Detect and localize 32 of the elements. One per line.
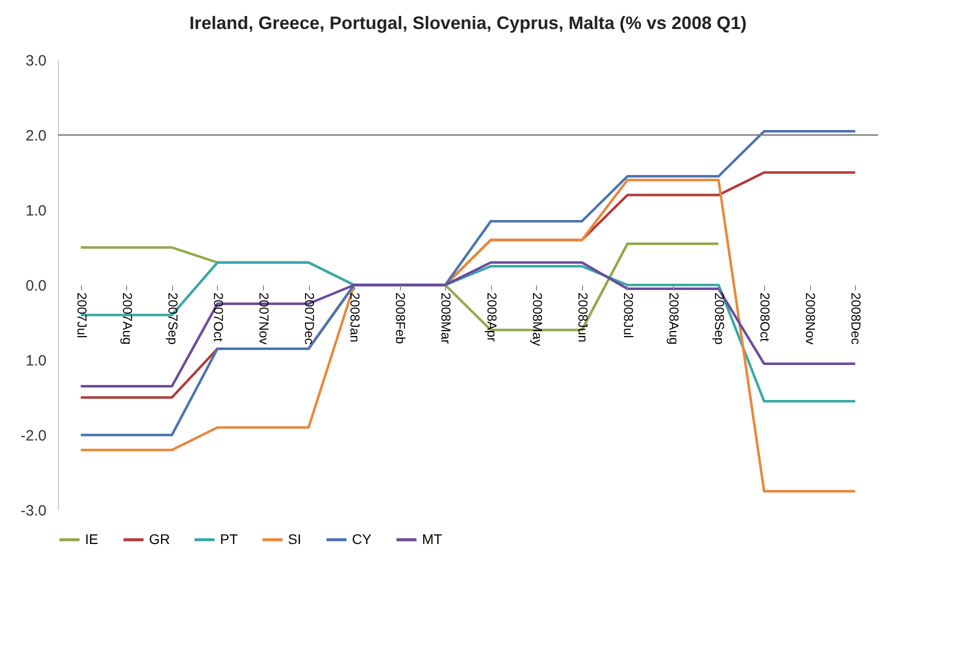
x-tick-label: 2008Mar	[438, 292, 454, 344]
y-tick-label: 1.0	[26, 202, 46, 220]
legend-label: GR	[149, 530, 170, 547]
legend-label: PT	[220, 530, 238, 547]
x-tick-label: 2007Nov	[256, 292, 272, 346]
x-tick-label: 2007Sep	[165, 292, 180, 345]
y-tick-label: -2.0	[20, 428, 46, 444]
legend-label: IE	[85, 530, 98, 547]
x-tick-label: 2007Jul	[74, 292, 90, 338]
x-tick-label: 2008Apr	[484, 292, 500, 342]
x-tick-label: 2007Aug	[120, 292, 135, 345]
x-tick-label: 2008Aug	[666, 292, 682, 345]
legend-label: SI	[288, 530, 302, 547]
x-tick-label: 2008Nov	[803, 292, 818, 346]
x-tick-label: 2008Jan	[348, 292, 363, 342]
x-tick-label: 2008Oct	[758, 292, 773, 342]
x-tick-label: 2007Dec	[302, 292, 318, 346]
x-tick-label: 2008Jul	[620, 292, 636, 338]
y-tick-label: 2.0	[26, 128, 46, 144]
y-tick-label: 0.0	[26, 278, 46, 294]
chart-title: Ireland, Greece, Portugal, Slovenia, Cyprus, Malta (% vs 2008 Q1)	[189, 13, 747, 33]
y-tick-label: 1.0	[26, 352, 46, 370]
legend-label: MT	[422, 530, 443, 547]
x-tick-label: 2008May	[530, 292, 545, 346]
y-tick-label: -3.0	[20, 502, 46, 520]
x-tick-label: 2008Feb	[393, 292, 408, 344]
legend-label: CY	[352, 530, 372, 547]
y-tick-label: 3.0	[26, 52, 46, 70]
x-tick-label: 2007Oct	[210, 292, 226, 342]
x-tick-label: 2008Sep	[712, 292, 728, 345]
x-tick-label: 2008Dec	[848, 292, 864, 346]
x-tick-label: 2008Jun	[575, 292, 590, 342]
